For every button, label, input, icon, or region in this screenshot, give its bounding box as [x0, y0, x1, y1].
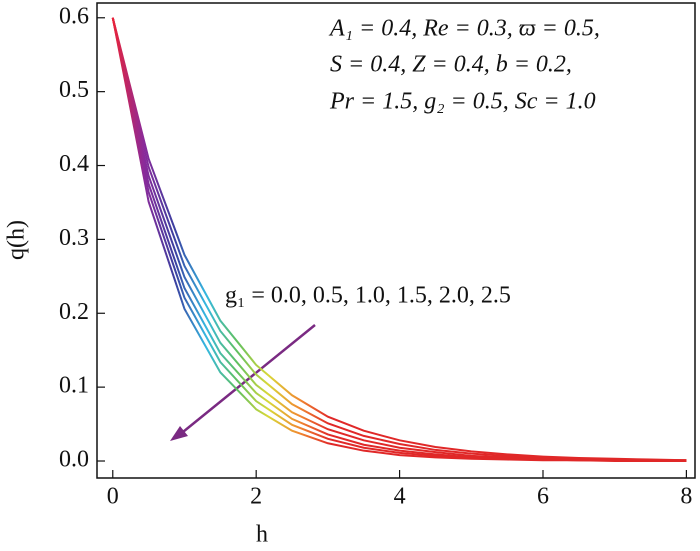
- line: [111, 17, 687, 462]
- annotation: S = 0.4, Z = 0.4, b = 0.2,: [330, 52, 572, 78]
- x-tick-label: 8: [680, 484, 692, 510]
- annotation: Pr = 1.5, g₂ = 0.5, Sc = 1.0: [329, 89, 596, 115]
- x-tick-label: 6: [537, 484, 549, 510]
- x-tick-label: 4: [394, 484, 406, 510]
- line: [111, 17, 687, 462]
- y-axis-label: q(h): [4, 220, 30, 260]
- line: [111, 17, 687, 462]
- y-tick-label: 0.4: [59, 151, 89, 177]
- x-tick-label: 0: [107, 484, 119, 510]
- y-tick-label: 0.3: [59, 225, 89, 251]
- y-tick-label: 0.2: [59, 299, 89, 325]
- arrow-head: [170, 426, 188, 441]
- annotation: g₁ = 0.0, 0.5, 1.0, 1.5, 2.0, 2.5: [225, 283, 511, 309]
- arrow: [177, 324, 316, 437]
- line: [111, 17, 687, 463]
- y-tick-label: 0.0: [59, 447, 89, 473]
- x-tick-label: 2: [250, 484, 262, 510]
- line: [111, 17, 687, 463]
- annotation: A₁ = 0.4, Re = 0.3, ϖ = 0.5,: [328, 16, 600, 42]
- y-tick-label: 0.6: [59, 3, 89, 29]
- y-tick-label: 0.5: [59, 77, 89, 103]
- x-axis-label: h: [256, 522, 268, 548]
- line: [111, 17, 687, 463]
- y-tick-label: 0.1: [59, 373, 89, 399]
- plot-frame: [96, 2, 696, 479]
